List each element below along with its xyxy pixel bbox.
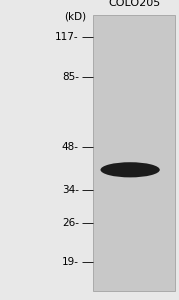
Text: 117-: 117- xyxy=(55,32,79,42)
Text: (kD): (kD) xyxy=(64,11,86,21)
Ellipse shape xyxy=(100,162,160,177)
Text: COLO205: COLO205 xyxy=(108,0,160,8)
Text: 26-: 26- xyxy=(62,218,79,228)
Text: 34-: 34- xyxy=(62,185,79,195)
Text: 19-: 19- xyxy=(62,257,79,267)
Text: 48-: 48- xyxy=(62,142,79,152)
Text: 85-: 85- xyxy=(62,72,79,82)
FancyBboxPatch shape xyxy=(93,15,175,291)
